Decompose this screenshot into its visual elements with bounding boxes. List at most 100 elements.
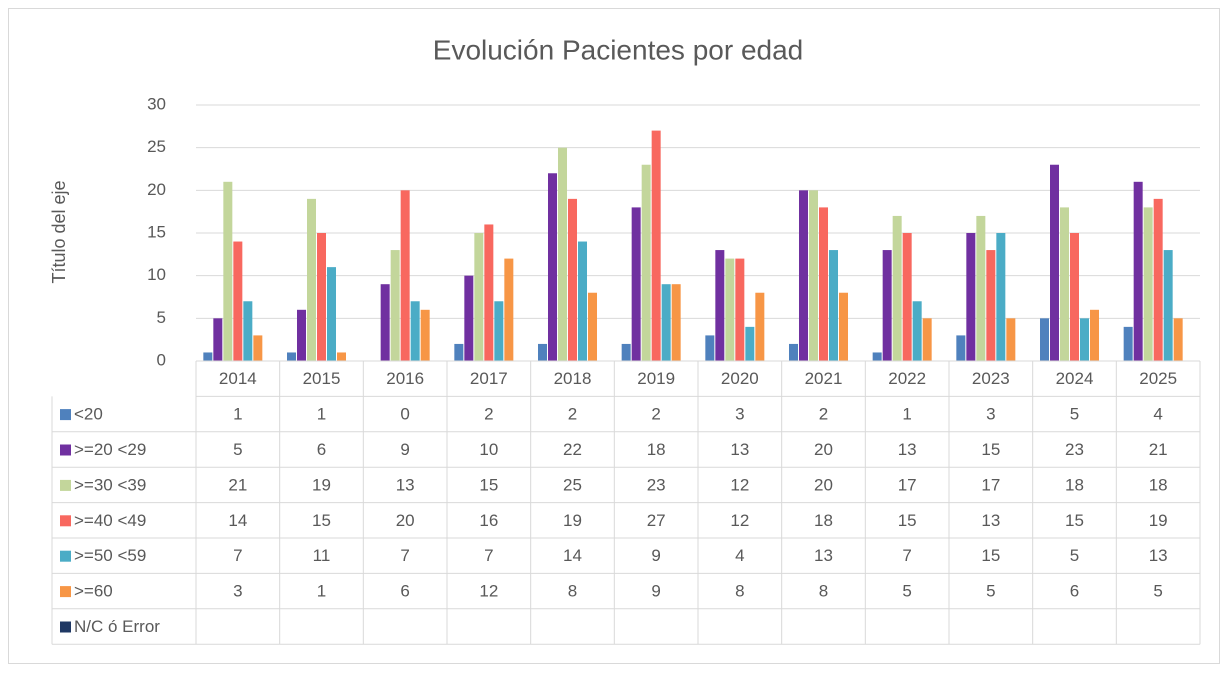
bar — [631, 207, 641, 361]
data-table-value: 5 — [1070, 405, 1079, 424]
x-tick-label: 2015 — [303, 369, 341, 388]
bar — [484, 224, 494, 361]
bar — [922, 318, 932, 361]
bar — [203, 352, 213, 361]
bar — [420, 309, 430, 361]
data-table-value: 3 — [233, 582, 242, 601]
legend-swatch — [60, 409, 71, 421]
data-table-value: 2 — [568, 405, 577, 424]
legend-label: >=50 <59 — [74, 546, 146, 565]
x-tick-label: 2016 — [386, 369, 424, 388]
data-table-value: 17 — [898, 475, 917, 494]
x-tick-label: 2025 — [1139, 369, 1177, 388]
data-table-value: 18 — [814, 511, 833, 530]
data-table-value: 3 — [735, 405, 744, 424]
data-table-value: 2 — [651, 405, 660, 424]
bar — [1163, 250, 1173, 361]
bar — [976, 215, 986, 361]
bar — [1006, 318, 1016, 361]
bar — [882, 250, 892, 361]
bar — [671, 284, 681, 361]
data-table-value: 15 — [312, 511, 331, 530]
y-tick-label: 15 — [147, 222, 166, 241]
data-table-value: 16 — [479, 511, 498, 530]
data-table-value: 23 — [1065, 440, 1084, 459]
legend-swatch — [60, 550, 71, 562]
bar — [902, 233, 912, 361]
data-table-value: 13 — [898, 440, 917, 459]
x-tick-label: 2023 — [972, 369, 1010, 388]
legend-swatch — [60, 479, 71, 491]
bar — [651, 130, 661, 361]
data-table-value: 21 — [1149, 440, 1168, 459]
bar — [1123, 326, 1133, 361]
data-table-value: 4 — [1153, 405, 1162, 424]
bar — [454, 343, 464, 361]
bar — [892, 215, 902, 361]
bar — [464, 275, 474, 361]
data-table-value: 3 — [986, 405, 995, 424]
data-table-value: 9 — [651, 582, 660, 601]
data-table-value: 6 — [317, 440, 326, 459]
bar — [1050, 164, 1059, 361]
data-table-value: 14 — [563, 546, 582, 565]
bar — [558, 147, 567, 361]
data-table-value: 4 — [735, 546, 744, 565]
bar — [956, 335, 966, 361]
data-table-value: 5 — [902, 582, 911, 601]
bar — [966, 233, 976, 361]
y-tick-label: 5 — [157, 308, 166, 327]
y-tick-label: 0 — [157, 350, 166, 369]
data-table-value: 8 — [735, 582, 744, 601]
bar — [1143, 207, 1153, 361]
data-table-value: 18 — [1065, 475, 1084, 494]
bar — [287, 352, 296, 361]
bar — [568, 198, 577, 361]
data-table-value: 5 — [986, 582, 995, 601]
bar — [1040, 318, 1049, 361]
bar — [400, 190, 410, 361]
bar — [578, 241, 587, 361]
data-table-value: 13 — [730, 440, 749, 459]
bar — [986, 250, 996, 361]
bar — [538, 343, 547, 361]
y-tick-label: 25 — [147, 137, 166, 156]
bar — [912, 301, 922, 361]
legend-swatch — [60, 621, 71, 633]
data-table-value: 6 — [400, 582, 409, 601]
bar — [1090, 309, 1099, 361]
legend-swatch — [60, 515, 71, 527]
bar — [1080, 318, 1089, 361]
bar — [789, 343, 798, 361]
bar — [715, 250, 725, 361]
bar — [390, 250, 400, 361]
bar — [1173, 318, 1183, 361]
x-tick-label: 2022 — [888, 369, 926, 388]
data-table-value: 1 — [233, 405, 242, 424]
bar — [809, 190, 818, 361]
data-table-value: 8 — [568, 582, 577, 601]
legend-swatch — [60, 444, 71, 456]
data-table-value: 13 — [981, 511, 1000, 530]
data-table-value: 13 — [396, 475, 415, 494]
x-tick-label: 2014 — [219, 369, 257, 388]
data-table-value: 15 — [1065, 511, 1084, 530]
legend-swatch — [60, 586, 71, 598]
data-table-value: 10 — [479, 440, 498, 459]
data-table-value: 2 — [484, 405, 493, 424]
x-tick-label: 2024 — [1056, 369, 1094, 388]
bar — [735, 258, 745, 361]
legend-label: >=20 <29 — [74, 440, 146, 459]
data-table-value: 2 — [819, 405, 828, 424]
bar — [548, 173, 557, 361]
data-table-value: 1 — [902, 405, 911, 424]
data-table-value: 7 — [233, 546, 242, 565]
bar — [494, 301, 504, 361]
bar — [474, 233, 484, 361]
chart-title: Evolución Pacientes por edad — [433, 34, 803, 65]
bar — [839, 292, 848, 361]
bar — [829, 250, 838, 361]
bar — [297, 309, 306, 361]
data-table-value: 18 — [1149, 475, 1168, 494]
bar — [380, 284, 390, 361]
